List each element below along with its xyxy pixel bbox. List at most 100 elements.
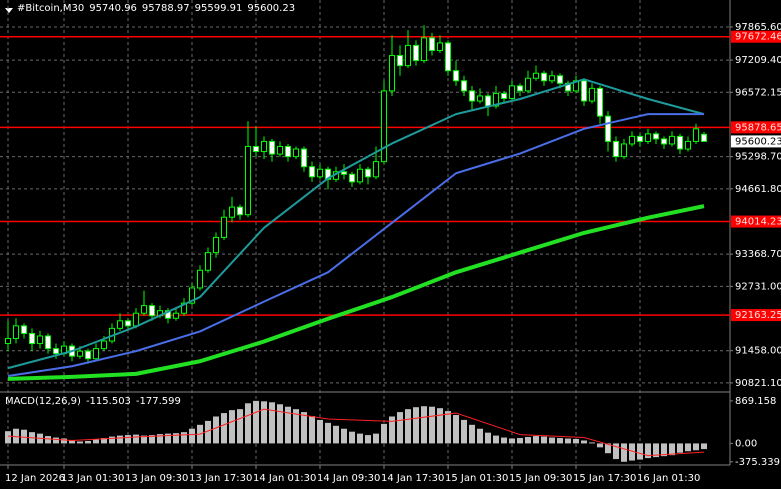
low: 95599.91 [194,3,243,14]
level-label: 95878.65 [735,122,781,133]
candle-body [189,287,195,304]
candle-body [605,115,611,142]
macd-bar [509,438,515,444]
candle-body [493,92,499,107]
macd-title: MACD(12,26,9) [5,396,81,407]
candle-body [253,145,259,153]
macd-bar [557,438,563,444]
candle-body [669,135,675,145]
macd-bar [189,428,195,444]
macd-bar [77,441,83,444]
candle-body [349,173,355,183]
macd-bar [413,407,419,444]
candle-body [269,140,275,155]
macd-bar [525,437,531,444]
candle-body [101,340,107,350]
macd-value: -115.503 [85,396,131,407]
candle-body [637,135,643,142]
x-tick-label: 13 Jan 01:30 [61,473,124,484]
candle-body [501,92,507,99]
candle-body [213,236,219,254]
macd-bar [245,403,251,444]
candle-body [293,148,299,158]
macd-bar [421,406,427,444]
y-tick-label: -375.339 [735,457,780,468]
macd-bar [285,406,291,444]
macd-bar [149,435,155,444]
macd-bar [477,428,483,444]
macd-bar [157,434,163,444]
candle-body [237,206,243,216]
macd-bar [53,437,59,444]
candle-body [453,70,459,82]
candle-body [317,168,323,178]
candle-body [517,85,523,92]
macd-bar [349,431,355,444]
open: 95740.96 [89,3,137,14]
candle-body [261,140,267,153]
close: 95600.23 [247,3,296,14]
macd-bar [365,435,371,444]
macd-bar [445,411,451,444]
candle-body [541,72,547,82]
macd-bar [45,436,51,444]
y-tick-label: 94661.80 [735,184,781,195]
macd-bar [61,438,67,444]
price-label: 95600.23 [735,136,781,147]
level-label-box [731,121,781,134]
x-tick-label: 14 Jan 17:30 [381,473,444,484]
macd-bar [397,412,403,444]
candle-body [205,252,211,271]
macd-bar [621,443,627,462]
macd-bar [661,443,667,457]
candle-body [165,310,171,319]
candle-body [53,348,59,355]
macd-bar [181,432,187,444]
macd-bar [693,443,699,451]
macd-bar [653,443,659,458]
macd-bar [93,439,99,444]
candle-body [365,168,371,178]
candle-body [13,325,19,339]
candle-body [45,335,51,350]
macd-bar [533,436,539,444]
candle-body [597,87,603,117]
candle-body [173,312,179,319]
macd-bar [669,443,675,456]
level-label-box [731,30,781,43]
candle-body [181,302,187,314]
macd-bar [485,432,491,444]
candle-body [229,206,235,218]
y-tick-label: 0.00 [735,438,757,449]
menu-arrow[interactable] [5,8,13,13]
candle-body [581,80,587,102]
macd-bar [269,402,275,444]
y-tick-label: 91458.00 [735,346,781,357]
macd-bar [213,416,219,444]
moving-average [7,113,704,378]
macd-bar [85,440,91,444]
macd-bar [429,406,435,444]
candle-body [245,145,251,216]
macd-bar [637,443,643,460]
macd-bar [277,404,283,444]
x-tick-label: 15 Jan 17:30 [573,473,636,484]
macd-bar [453,415,459,444]
x-tick-label: 16 Jan 01:30 [637,473,700,484]
candle-body [533,72,539,79]
x-tick-label: 12 Jan 2026 [5,473,65,484]
candle-body [653,133,659,140]
y-tick-label: 93368.70 [735,249,781,260]
macd-bar [629,443,635,461]
macd-bar [589,442,595,444]
macd-bar [205,420,211,444]
candle-body [397,55,403,67]
candle-body [693,128,699,142]
y-tick-label: 869.158 [735,396,776,407]
candle-body [685,140,691,150]
candle-body [413,44,419,62]
macd-bar [357,433,363,444]
x-tick-label: 14 Jan 01:30 [253,473,316,484]
